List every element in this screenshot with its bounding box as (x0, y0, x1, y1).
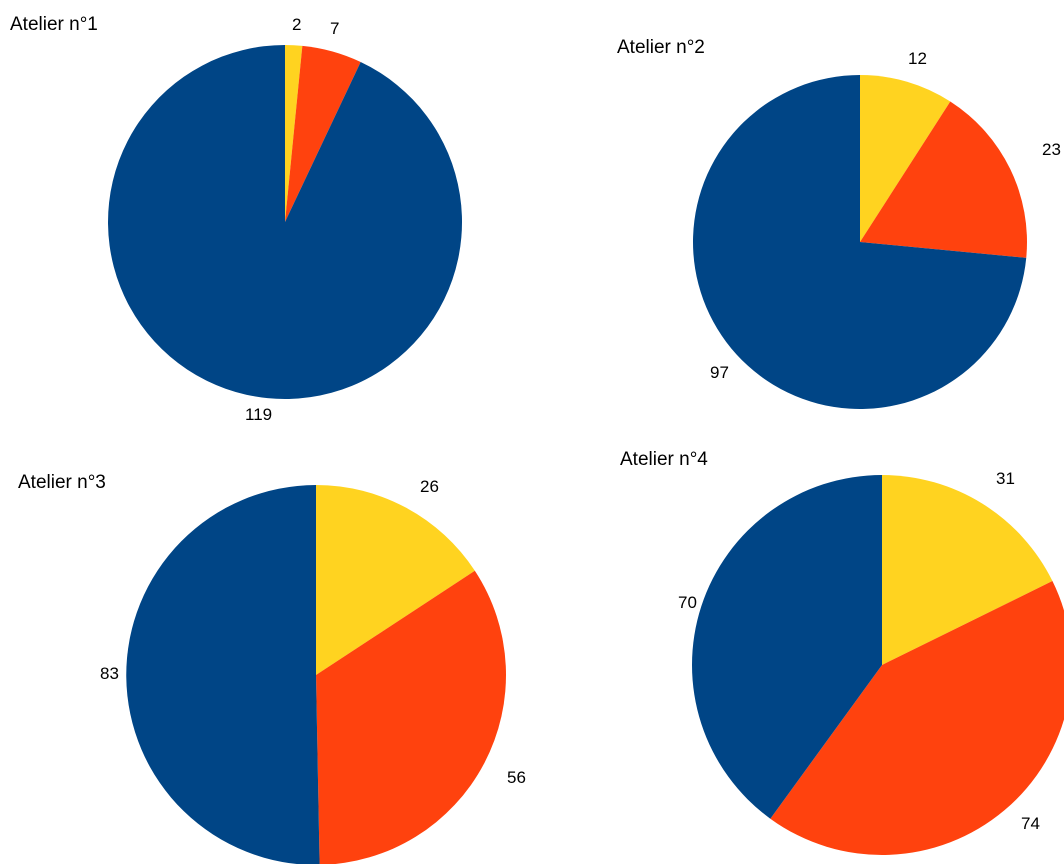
pie-slice (126, 485, 320, 864)
pie-slice (285, 45, 361, 222)
data-label: 83 (100, 664, 119, 683)
data-label: 26 (420, 477, 439, 496)
data-label: 56 (507, 768, 526, 787)
pie-slice (285, 45, 303, 222)
pie-chart-2: Atelier n°2 12 23 97 (617, 37, 1061, 410)
pie-slice (316, 570, 506, 864)
data-label: 7 (330, 19, 339, 38)
data-label: 23 (1042, 140, 1061, 159)
data-label: 12 (908, 49, 927, 68)
pie-slice (692, 475, 882, 819)
data-label: 97 (710, 363, 729, 382)
chart-title: Atelier n°4 (620, 449, 708, 470)
data-label: 2 (292, 15, 301, 34)
pie-chart-4: Atelier n°4 31 74 70 (620, 449, 1064, 855)
data-label: 70 (678, 593, 697, 612)
data-label: 74 (1021, 814, 1040, 833)
pie-slice (770, 581, 1064, 855)
pie-slice (860, 101, 1027, 258)
pie-slice (692, 75, 1027, 410)
data-label: 31 (996, 469, 1015, 488)
pie-chart-3: Atelier n°3 26 56 83 (18, 472, 526, 864)
pie-slice (860, 75, 951, 242)
chart-title: Atelier n°3 (18, 472, 106, 493)
chart-title: Atelier n°1 (10, 14, 98, 35)
pie-slice (108, 45, 463, 399)
chart-title: Atelier n°2 (617, 37, 705, 58)
pie-slice (316, 485, 475, 675)
data-label: 119 (245, 405, 272, 424)
pie-chart-1: Atelier n°1 2 7 119 (10, 14, 463, 424)
pie-slice (882, 475, 1053, 665)
